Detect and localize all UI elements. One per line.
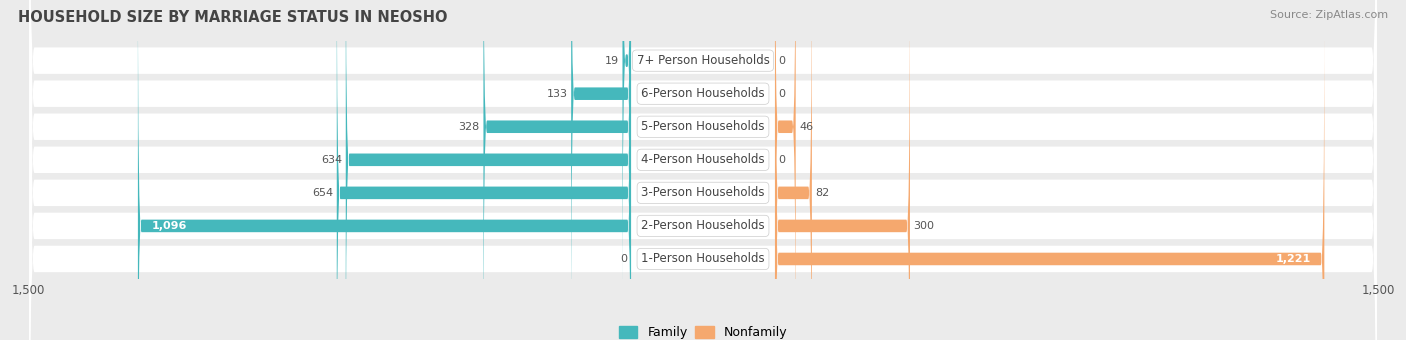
Text: 6-Person Households: 6-Person Households [641,87,765,100]
Text: 0: 0 [779,155,786,165]
Text: 7+ Person Households: 7+ Person Households [637,54,769,67]
Text: 634: 634 [321,155,342,165]
FancyBboxPatch shape [30,0,1376,340]
Text: 5-Person Households: 5-Person Households [641,120,765,133]
FancyBboxPatch shape [30,0,1376,340]
Text: 0: 0 [779,89,786,99]
Text: 46: 46 [799,122,814,132]
Text: 328: 328 [458,122,479,132]
FancyBboxPatch shape [138,0,631,340]
FancyBboxPatch shape [623,0,631,319]
Text: 1,221: 1,221 [1275,254,1310,264]
Text: 1-Person Households: 1-Person Households [641,253,765,266]
Text: 4-Person Households: 4-Person Households [641,153,765,166]
Text: 300: 300 [914,221,935,231]
FancyBboxPatch shape [30,0,1376,340]
FancyBboxPatch shape [484,0,631,340]
Text: 0: 0 [779,56,786,66]
Text: 133: 133 [547,89,568,99]
FancyBboxPatch shape [775,0,796,340]
Text: HOUSEHOLD SIZE BY MARRIAGE STATUS IN NEOSHO: HOUSEHOLD SIZE BY MARRIAGE STATUS IN NEO… [18,10,447,25]
FancyBboxPatch shape [775,0,910,340]
Text: 82: 82 [815,188,830,198]
Legend: Family, Nonfamily: Family, Nonfamily [619,326,787,339]
Text: 0: 0 [620,254,627,264]
FancyBboxPatch shape [30,0,1376,340]
FancyBboxPatch shape [30,0,1376,340]
Text: Source: ZipAtlas.com: Source: ZipAtlas.com [1270,10,1388,20]
Text: 1,096: 1,096 [152,221,187,231]
Text: 654: 654 [312,188,333,198]
FancyBboxPatch shape [30,0,1376,340]
FancyBboxPatch shape [571,0,631,340]
Text: 19: 19 [605,56,619,66]
FancyBboxPatch shape [775,1,1324,340]
FancyBboxPatch shape [30,0,1376,340]
FancyBboxPatch shape [346,0,631,340]
FancyBboxPatch shape [337,0,631,340]
Text: 2-Person Households: 2-Person Households [641,219,765,233]
FancyBboxPatch shape [775,0,811,340]
Text: 3-Person Households: 3-Person Households [641,186,765,199]
